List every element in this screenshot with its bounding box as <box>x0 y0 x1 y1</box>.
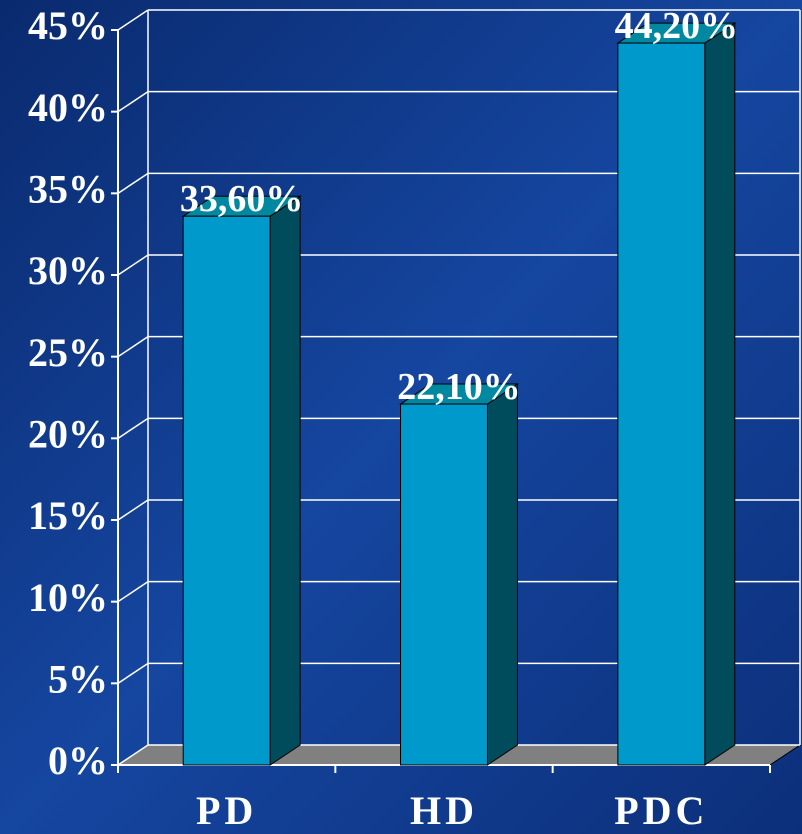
y-tick-label: 5% <box>48 657 108 702</box>
side-grid-line <box>117 336 149 358</box>
side-grid-line <box>117 254 149 276</box>
value-label: 33,60% <box>180 178 304 220</box>
side-grid-line <box>117 172 149 194</box>
y-tick-label: 40% <box>28 85 108 130</box>
bar <box>617 42 706 766</box>
side-grid-line <box>117 499 149 521</box>
x-tick-label: PD <box>196 788 257 833</box>
bar-side <box>486 383 518 766</box>
bar-side <box>269 195 301 766</box>
bar <box>182 215 271 766</box>
y-tick-label: 10% <box>28 575 108 620</box>
y-tick-label: 25% <box>28 330 108 375</box>
value-label: 22,10% <box>397 366 521 408</box>
x-tick-label: HD <box>410 788 478 833</box>
side-grid-line <box>117 744 149 766</box>
y-tick-label: 20% <box>28 412 108 457</box>
y-tick-label: 15% <box>28 493 108 538</box>
side-grid-line <box>117 9 149 31</box>
side-grid-line <box>117 91 149 113</box>
y-tick-label: 45% <box>28 3 108 48</box>
side-grid-line <box>117 581 149 603</box>
bar <box>400 403 488 766</box>
side-grid-line <box>117 662 149 684</box>
y-tick-label: 30% <box>28 248 108 293</box>
bar-side <box>704 22 736 766</box>
side-grid-line <box>117 417 149 439</box>
y-tick-label: 0% <box>48 738 108 783</box>
value-label: 44,20% <box>615 5 739 47</box>
y-tick-label: 35% <box>28 167 108 212</box>
x-tick-label: PDC <box>614 788 708 833</box>
